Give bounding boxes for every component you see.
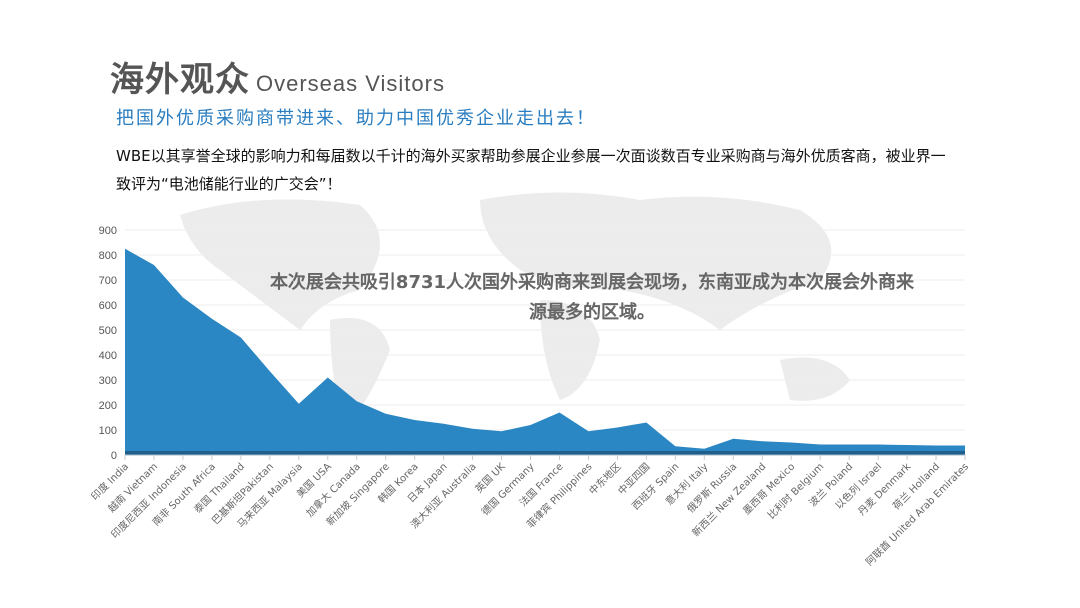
x-tick-label: 泰国 Thailand: [191, 460, 247, 516]
x-tick-label: 越南 Vietnam: [105, 460, 160, 515]
y-tick-label: 400: [99, 350, 117, 362]
description: WBE以其享誉全球的影响力和每届数以千计的海外买家帮助参展企业参展一次面谈数百专…: [116, 147, 946, 193]
y-tick-label: 0: [111, 450, 117, 462]
area-series: [125, 248, 965, 455]
y-tick-label: 900: [99, 225, 117, 237]
y-tick-label: 100: [99, 425, 117, 437]
x-tick-label: 阿联酋 United Arab Emirates: [863, 460, 971, 568]
y-tick-label: 700: [99, 275, 117, 287]
x-tick-label: 俄罗斯 Russia: [684, 460, 739, 515]
subtitle: 把国外优质采购商带进来、助力中国优秀企业走出去！: [116, 108, 596, 129]
y-tick-label: 300: [99, 375, 117, 387]
chart-annotation: 本次展会共吸引8731人次国外采购商来到展会现场，东南亚成为本次展会外商来源最多…: [269, 272, 915, 323]
title-en: Overseas Visitors: [256, 71, 445, 96]
x-tick-label: 墨西哥 Mexico: [741, 461, 798, 518]
y-tick-label: 500: [99, 325, 117, 337]
y-tick-label: 600: [99, 300, 117, 312]
area-base: [125, 451, 965, 455]
title-cn: 海外观众: [110, 60, 250, 100]
x-tick-label: 丹麦 Denmark: [856, 460, 914, 518]
y-tick-label: 200: [99, 400, 117, 412]
y-tick-label: 800: [99, 250, 117, 262]
page-title: 海外观众 Overseas Visitors: [110, 52, 445, 101]
